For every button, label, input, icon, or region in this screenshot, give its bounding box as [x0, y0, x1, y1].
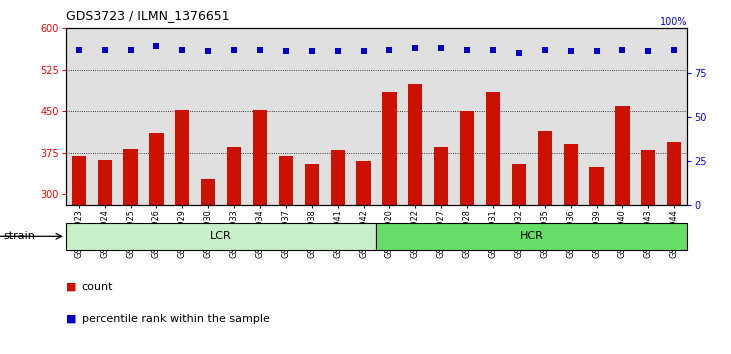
- Bar: [227, 147, 241, 205]
- Bar: [124, 149, 137, 205]
- Text: LCR: LCR: [211, 231, 232, 241]
- Bar: [408, 84, 423, 205]
- Bar: [635, 28, 662, 205]
- Bar: [170, 28, 195, 205]
- Text: count: count: [82, 282, 113, 292]
- Bar: [201, 179, 216, 205]
- Bar: [149, 133, 164, 205]
- Bar: [221, 28, 247, 205]
- Point: [151, 43, 162, 49]
- Point: [436, 45, 447, 51]
- Bar: [662, 28, 687, 205]
- Text: ■: ■: [66, 282, 76, 292]
- Point: [461, 47, 473, 52]
- Bar: [299, 28, 325, 205]
- Point: [643, 48, 654, 54]
- Point: [616, 47, 628, 52]
- Bar: [454, 28, 480, 205]
- Point: [668, 47, 680, 52]
- Bar: [253, 110, 267, 205]
- Text: ■: ■: [66, 314, 76, 324]
- Bar: [279, 155, 293, 205]
- Bar: [616, 106, 629, 205]
- Bar: [247, 28, 273, 205]
- Bar: [273, 28, 299, 205]
- Bar: [305, 164, 319, 205]
- Point: [202, 48, 214, 54]
- Point: [487, 47, 499, 52]
- Bar: [564, 144, 577, 205]
- Bar: [351, 28, 376, 205]
- Point: [513, 50, 525, 56]
- Bar: [175, 110, 189, 205]
- Text: percentile rank within the sample: percentile rank within the sample: [82, 314, 270, 324]
- Bar: [402, 28, 428, 205]
- Bar: [434, 147, 448, 205]
- Point: [254, 47, 266, 52]
- Point: [306, 48, 317, 54]
- Text: strain: strain: [4, 231, 36, 241]
- Bar: [97, 160, 112, 205]
- Bar: [583, 28, 610, 205]
- Bar: [428, 28, 454, 205]
- Bar: [486, 92, 500, 205]
- Bar: [382, 92, 396, 205]
- Bar: [532, 28, 558, 205]
- Bar: [558, 28, 583, 205]
- Bar: [72, 155, 86, 205]
- Text: GDS3723 / ILMN_1376651: GDS3723 / ILMN_1376651: [66, 9, 230, 22]
- Point: [591, 48, 602, 54]
- Bar: [330, 150, 345, 205]
- Bar: [537, 131, 552, 205]
- Bar: [589, 167, 604, 205]
- Point: [125, 47, 137, 52]
- Bar: [376, 223, 687, 250]
- Text: 100%: 100%: [659, 17, 687, 27]
- Bar: [195, 28, 221, 205]
- Bar: [512, 164, 526, 205]
- Point: [73, 47, 85, 52]
- Bar: [66, 223, 376, 250]
- Point: [539, 47, 550, 52]
- Point: [384, 47, 395, 52]
- Bar: [641, 150, 656, 205]
- Point: [565, 48, 577, 54]
- Bar: [667, 142, 681, 205]
- Bar: [357, 161, 371, 205]
- Point: [176, 47, 188, 52]
- Point: [99, 47, 110, 52]
- Bar: [118, 28, 143, 205]
- Bar: [610, 28, 635, 205]
- Point: [409, 45, 421, 51]
- Bar: [66, 28, 91, 205]
- Bar: [143, 28, 170, 205]
- Bar: [91, 28, 118, 205]
- Point: [280, 48, 292, 54]
- Point: [332, 48, 344, 54]
- Bar: [460, 111, 474, 205]
- Text: HCR: HCR: [520, 231, 544, 241]
- Point: [228, 47, 240, 52]
- Bar: [506, 28, 532, 205]
- Bar: [480, 28, 506, 205]
- Bar: [325, 28, 351, 205]
- Point: [357, 48, 369, 54]
- Bar: [376, 28, 402, 205]
